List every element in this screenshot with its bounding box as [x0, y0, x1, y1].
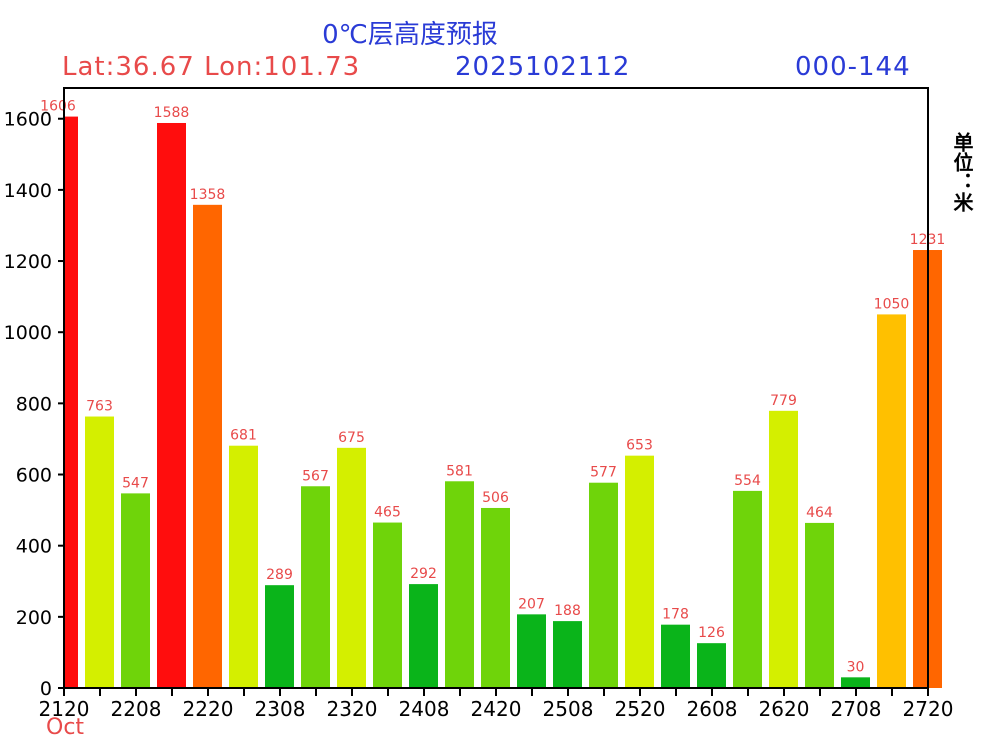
bar-14	[553, 621, 582, 688]
value-label-11: 581	[446, 463, 473, 479]
bar-22	[841, 677, 870, 688]
bar-5	[229, 445, 258, 688]
x-tick-label-11: 2708	[831, 697, 882, 721]
value-label-13: 207	[518, 596, 545, 612]
forecast-hour-range: 000-144	[795, 52, 911, 82]
y-tick-label-0: 0	[40, 678, 52, 700]
bar-7	[301, 486, 330, 688]
value-label-22: 30	[847, 659, 865, 675]
bar-3	[157, 122, 186, 688]
forecast-date-code: 2025102112	[455, 52, 631, 82]
value-label-9: 465	[374, 505, 401, 521]
bar-20	[769, 410, 798, 688]
y-tick-label-5: 1000	[4, 322, 52, 344]
bar-16	[625, 455, 654, 688]
x-tick-label-6: 2420	[471, 697, 522, 721]
bar-23	[877, 314, 906, 688]
y-tick-label-8: 1600	[4, 109, 52, 131]
value-label-3: 1588	[154, 105, 190, 121]
value-label-15: 577	[590, 465, 617, 481]
bar-11	[445, 481, 474, 688]
value-label-21: 464	[806, 505, 833, 521]
value-label-7: 567	[302, 468, 329, 484]
bar-15	[589, 482, 618, 688]
y-tick-label-7: 1400	[4, 180, 52, 202]
x-tick-label-1: 2208	[111, 697, 162, 721]
month-label: Oct	[46, 715, 85, 740]
bar-12	[481, 507, 510, 688]
y-tick-label-1: 200	[16, 607, 52, 629]
bar-2	[121, 493, 150, 688]
value-label-23: 1050	[874, 296, 910, 312]
value-label-6: 289	[266, 567, 293, 583]
y-tick-label-2: 400	[16, 536, 52, 558]
bar-19	[733, 490, 762, 688]
value-label-0: 1606	[40, 99, 76, 115]
value-label-18: 126	[698, 625, 725, 641]
value-label-19: 554	[734, 473, 761, 489]
bar-9	[373, 522, 402, 688]
value-label-20: 779	[770, 393, 797, 409]
bar-4	[193, 204, 222, 688]
value-label-14: 188	[554, 603, 581, 619]
y-tick-label-3: 600	[16, 465, 52, 487]
bar-1	[85, 416, 114, 688]
y-tick-label-6: 1200	[4, 251, 52, 273]
axes-layer: 0 200 400 600 800 1000 1200 1400 1600 2120 2208 222…	[4, 87, 954, 721]
x-tick-label-3: 2308	[255, 697, 306, 721]
value-label-4: 1358	[190, 187, 226, 203]
bar-13	[517, 614, 546, 688]
bar-0	[64, 116, 78, 688]
x-tick-label-12: 2720	[903, 697, 954, 721]
x-tick-label-5: 2408	[399, 697, 450, 721]
unit-label: 单位：米	[950, 132, 974, 212]
value-label-8: 675	[338, 430, 365, 446]
x-tick-label-10: 2620	[759, 697, 810, 721]
x-tick-label-9: 2608	[687, 697, 738, 721]
value-label-1: 763	[86, 399, 113, 415]
value-label-16: 653	[626, 438, 653, 454]
value-label-5: 681	[230, 428, 257, 444]
value-label-10: 292	[410, 566, 437, 582]
bar-10	[409, 584, 438, 688]
chart-title: 0℃层高度预报	[322, 20, 498, 50]
y-tick-label-4: 800	[16, 393, 52, 415]
lat-lon-label: Lat:36.67 Lon:101.73	[62, 52, 361, 82]
bar-8	[337, 447, 366, 688]
x-tick-label-7: 2508	[543, 697, 594, 721]
x-tick-label-0: 2120	[39, 697, 90, 721]
bar-17	[661, 624, 690, 688]
x-tick-label-4: 2320	[327, 697, 378, 721]
x-tick-label-8: 2520	[615, 697, 666, 721]
bar-21	[805, 522, 834, 688]
value-label-17: 178	[662, 607, 689, 623]
x-tick-label-2: 2220	[183, 697, 234, 721]
bar-6	[265, 585, 294, 688]
value-label-2: 547	[122, 475, 149, 491]
value-label-12: 506	[482, 490, 509, 506]
bar-18	[697, 643, 726, 688]
